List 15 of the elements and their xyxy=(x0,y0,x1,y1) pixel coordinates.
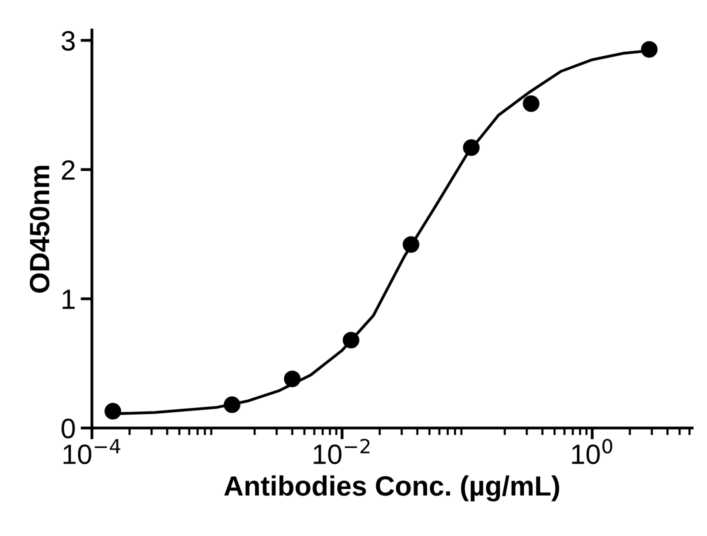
point xyxy=(522,95,540,112)
x-tick-label: 10$^{0}$ xyxy=(572,438,612,464)
y-tick-label: 0 xyxy=(62,418,75,438)
x-tick-label: 10$^{−2}$ xyxy=(314,438,370,464)
y-tick-label: 1 xyxy=(62,290,75,309)
x-axis-title: Antibodies Conc. (µg/mL) xyxy=(224,475,560,502)
point xyxy=(402,236,420,253)
y-tick-label: 2 xyxy=(62,160,75,180)
point xyxy=(224,396,240,414)
point xyxy=(462,139,480,156)
point xyxy=(284,370,301,388)
x-tick-label: 10$^{−4}$ xyxy=(64,439,120,464)
y-tick-label: 3 xyxy=(62,31,75,51)
point xyxy=(342,332,360,348)
y-axis-title: OD450nm xyxy=(30,166,50,293)
